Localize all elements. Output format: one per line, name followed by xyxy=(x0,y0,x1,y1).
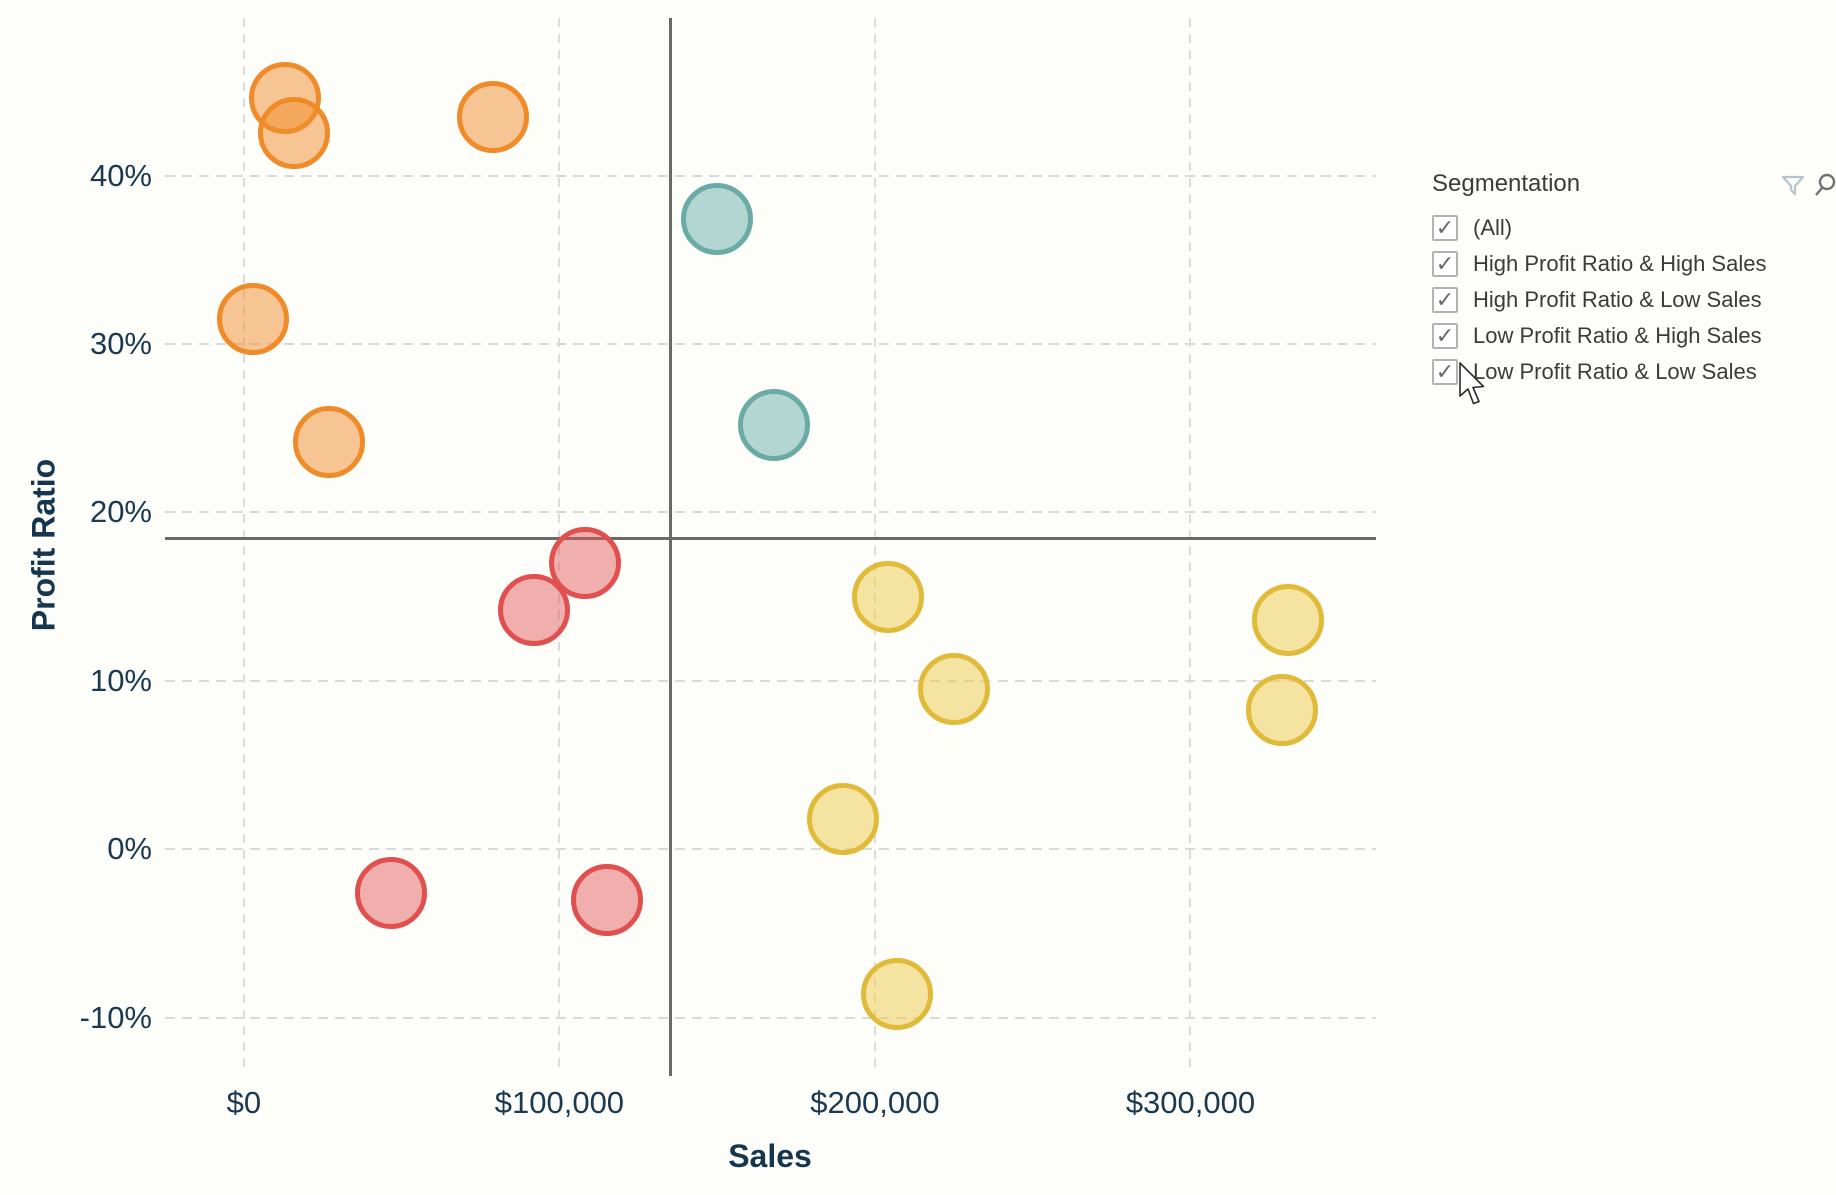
gridline-y--10% xyxy=(165,1016,1376,1019)
checkbox-icon[interactable]: ✓ xyxy=(1432,287,1458,313)
scatter-point[interactable] xyxy=(217,282,290,355)
scatter-point[interactable] xyxy=(1252,584,1325,657)
checkbox-icon[interactable]: ✓ xyxy=(1432,215,1458,241)
scatter-point[interactable] xyxy=(548,526,621,599)
scatter-point[interactable] xyxy=(257,97,330,170)
legend-item-label: High Profit Ratio & High Sales xyxy=(1473,251,1767,276)
segmentation-filter-card: Segmentation ✓ (All) ✓ High Profit Ratio & … xyxy=(1432,170,1836,390)
legend-item-0[interactable]: ✓ (All) xyxy=(1432,210,1836,246)
quadrant-reference-line-horizontal xyxy=(165,536,1376,540)
gridline-x-$200,000 xyxy=(873,18,876,1070)
scatter-point[interactable] xyxy=(293,405,366,478)
quadrant-reference-line-vertical xyxy=(668,18,672,1076)
legend-item-1[interactable]: ✓ High Profit Ratio & High Sales xyxy=(1432,246,1836,282)
gridline-y-0% xyxy=(165,848,1376,851)
scatter-point[interactable] xyxy=(851,560,924,633)
x-tick-label: $100,000 xyxy=(494,1085,625,1120)
scatter-point[interactable] xyxy=(861,958,934,1031)
scatter-point[interactable] xyxy=(681,183,754,256)
checkbox-icon[interactable]: ✓ xyxy=(1432,359,1458,385)
scatter-point[interactable] xyxy=(917,653,990,726)
scatter-point[interactable] xyxy=(457,80,530,153)
scatter-point[interactable] xyxy=(354,857,427,930)
scatter-point[interactable] xyxy=(807,783,880,855)
checkbox-icon[interactable]: ✓ xyxy=(1432,251,1458,277)
gridline-y-20% xyxy=(165,511,1376,514)
filter-funnel-icon[interactable] xyxy=(1780,172,1806,203)
gridline-y-40% xyxy=(165,174,1376,177)
legend-item-label: High Profit Ratio & Low Sales xyxy=(1473,287,1762,312)
scatter-point[interactable] xyxy=(570,863,643,936)
legend-item-4[interactable]: ✓ Low Profit Ratio & Low Sales xyxy=(1432,354,1836,390)
gridline-x-$0 xyxy=(242,18,245,1070)
gridline-y-10% xyxy=(165,679,1376,682)
x-tick-label: $300,000 xyxy=(1125,1085,1256,1120)
x-tick-label: $200,000 xyxy=(810,1085,940,1120)
legend-item-label: Low Profit Ratio & High Sales xyxy=(1473,323,1762,348)
y-tick-label: 40% xyxy=(89,157,152,193)
filter-card-title: Segmentation xyxy=(1432,170,1581,197)
legend-item-3[interactable]: ✓ Low Profit Ratio & High Sales xyxy=(1432,318,1836,354)
legend-item-2[interactable]: ✓ High Profit Ratio & Low Sales xyxy=(1432,282,1836,318)
x-tick-label: $0 xyxy=(226,1085,262,1120)
scatter-point[interactable] xyxy=(498,574,571,647)
y-tick-label: 10% xyxy=(89,662,152,698)
search-icon[interactable] xyxy=(1812,172,1836,203)
scatter-point[interactable] xyxy=(737,388,810,461)
gridline-y-30% xyxy=(165,342,1376,345)
y-tick-label: 0% xyxy=(107,831,152,867)
legend-item-label: Low Profit Ratio & Low Sales xyxy=(1473,359,1757,384)
checkbox-icon[interactable]: ✓ xyxy=(1432,323,1458,349)
scatter-point[interactable] xyxy=(1245,673,1318,746)
y-axis-title: Profit Ratio xyxy=(25,458,62,632)
y-tick-label: 30% xyxy=(89,325,152,361)
y-tick-label: -10% xyxy=(79,999,152,1035)
gridline-x-$300,000 xyxy=(1189,18,1192,1070)
legend-item-label: (All) xyxy=(1473,215,1513,240)
y-tick-label: 20% xyxy=(89,494,152,530)
x-axis-title: Sales xyxy=(728,1138,812,1174)
